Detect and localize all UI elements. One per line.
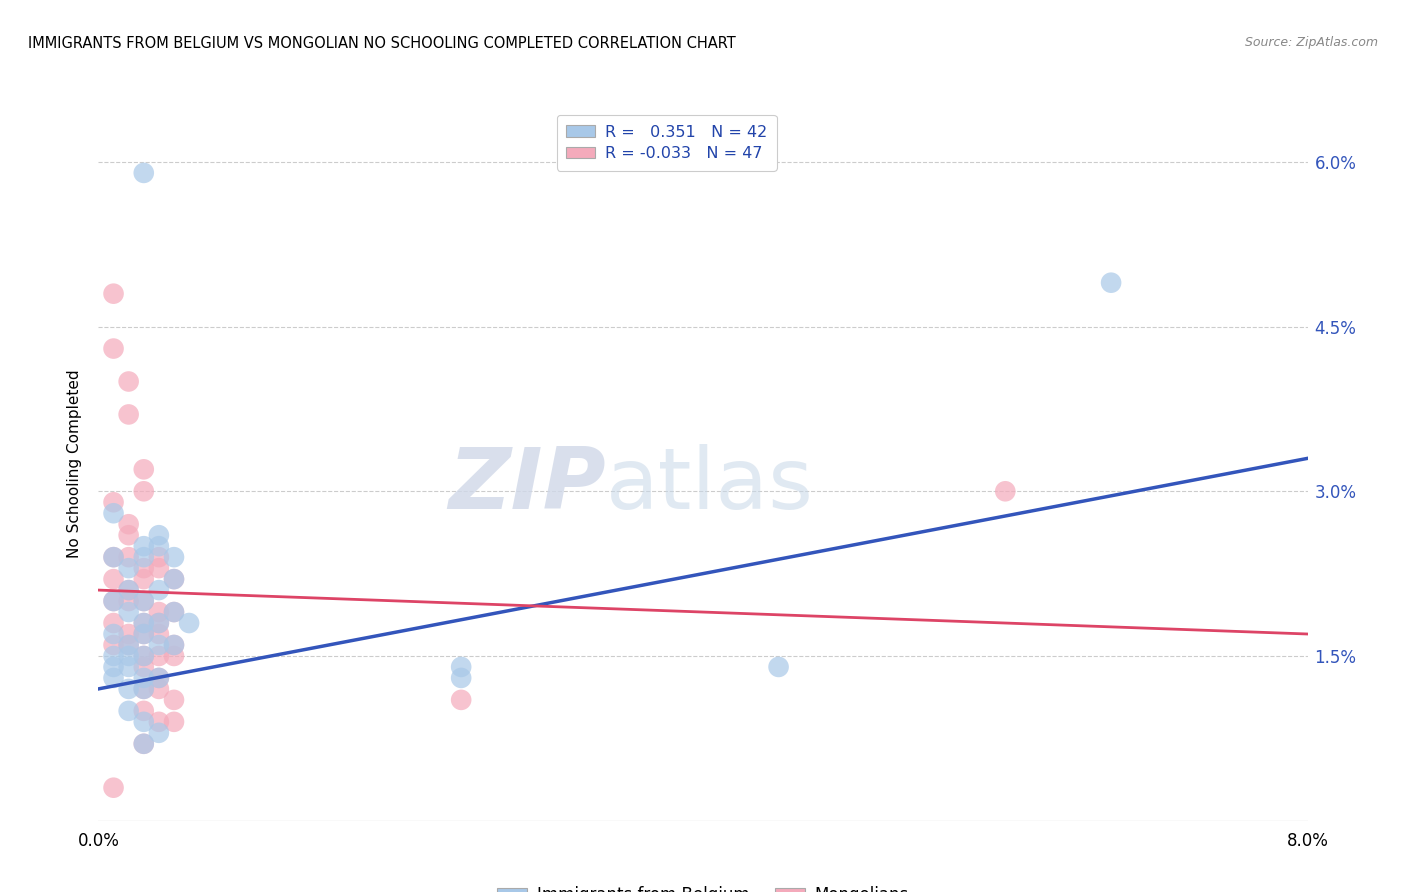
Point [118,704,141,718]
Point [163,648,186,663]
Point [148,714,170,729]
Point [132,550,155,565]
Point [148,648,170,663]
Point [450,671,472,685]
Legend: Immigrants from Belgium, Mongolians: Immigrants from Belgium, Mongolians [491,879,915,892]
Point [132,484,155,499]
Point [148,605,170,619]
Point [132,648,155,663]
Point [103,638,125,652]
Point [118,648,141,663]
Point [163,638,186,652]
Point [103,660,125,674]
Text: atlas: atlas [606,443,814,527]
Point [118,517,141,532]
Point [118,561,141,575]
Point [148,550,170,565]
Point [148,539,170,553]
Point [118,660,141,674]
Point [132,615,155,630]
Point [132,462,155,476]
Point [103,342,125,356]
Point [118,627,141,641]
Point [118,583,141,598]
Text: Source: ZipAtlas.com: Source: ZipAtlas.com [1244,36,1378,49]
Text: ZIP: ZIP [449,443,606,527]
Point [103,780,125,795]
Point [148,671,170,685]
Point [103,648,125,663]
Point [132,572,155,586]
Point [163,572,186,586]
Point [163,693,186,707]
Point [148,726,170,740]
Point [103,506,125,520]
Point [450,660,472,674]
Point [118,550,141,565]
Point [103,286,125,301]
Point [148,627,170,641]
Point [994,484,1017,499]
Point [118,594,141,608]
Point [132,166,155,180]
Point [118,638,141,652]
Point [132,737,155,751]
Point [148,561,170,575]
Point [132,660,155,674]
Point [103,550,125,565]
Point [179,615,201,630]
Point [163,572,186,586]
Point [132,615,155,630]
Point [1099,276,1122,290]
Point [163,550,186,565]
Point [103,627,125,641]
Point [132,627,155,641]
Point [132,561,155,575]
Point [450,693,472,707]
Point [163,605,186,619]
Text: IMMIGRANTS FROM BELGIUM VS MONGOLIAN NO SCHOOLING COMPLETED CORRELATION CHART: IMMIGRANTS FROM BELGIUM VS MONGOLIAN NO … [28,36,735,51]
Point [148,681,170,696]
Point [132,594,155,608]
Point [132,681,155,696]
Point [132,714,155,729]
Point [103,495,125,509]
Point [103,550,125,565]
Y-axis label: No Schooling Completed: No Schooling Completed [67,369,83,558]
Point [103,594,125,608]
Point [118,408,141,422]
Point [103,594,125,608]
Point [132,681,155,696]
Point [132,627,155,641]
Point [103,572,125,586]
Point [148,583,170,598]
Point [148,638,170,652]
Point [163,714,186,729]
Point [118,528,141,542]
Point [132,704,155,718]
Point [118,681,141,696]
Point [132,594,155,608]
Point [148,615,170,630]
Point [132,671,155,685]
Point [118,375,141,389]
Point [148,615,170,630]
Point [163,638,186,652]
Point [148,528,170,542]
Point [132,737,155,751]
Point [163,605,186,619]
Point [103,671,125,685]
Point [118,638,141,652]
Point [768,660,790,674]
Point [132,539,155,553]
Point [148,671,170,685]
Point [118,605,141,619]
Point [103,615,125,630]
Point [132,648,155,663]
Point [118,583,141,598]
